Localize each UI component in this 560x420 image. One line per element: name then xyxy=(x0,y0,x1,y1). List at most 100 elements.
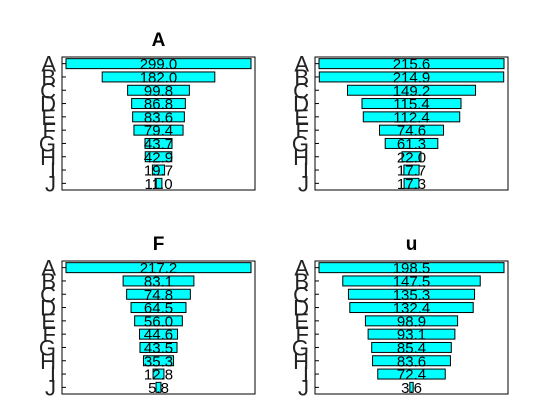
data-label: 149.2 xyxy=(393,83,431,100)
axes-frame xyxy=(61,56,256,191)
data-label: 86.8 xyxy=(144,96,173,113)
y-tick-label: F xyxy=(43,118,56,143)
data-label: 83.1 xyxy=(144,273,173,290)
data-label: 11.0 xyxy=(144,176,172,193)
data-label: 74.6 xyxy=(397,123,426,140)
y-tick-label: H xyxy=(293,145,309,170)
bar xyxy=(151,164,166,176)
data-label: 72.4 xyxy=(397,367,426,384)
y-tick-label: D xyxy=(40,92,56,117)
data-label: 22.0 xyxy=(397,149,426,166)
y-tick-label: F xyxy=(296,118,309,143)
y-tick-label: H xyxy=(40,145,56,170)
y-tick-label: D xyxy=(293,296,309,321)
y-tick-label: B xyxy=(41,65,56,90)
data-label: 12.8 xyxy=(144,367,173,384)
data-label: 3.6 xyxy=(401,380,422,397)
y-tick-label: I xyxy=(50,158,56,183)
data-label: 56.0 xyxy=(144,313,173,330)
data-label: 182.0 xyxy=(140,69,178,86)
bar xyxy=(367,328,456,340)
y-tick-label: I xyxy=(50,362,56,387)
bar xyxy=(318,71,505,83)
data-label: 61.3 xyxy=(397,136,426,153)
bar xyxy=(132,111,185,123)
bar xyxy=(131,98,186,110)
y-tick-label: C xyxy=(293,78,309,103)
bar xyxy=(144,137,173,149)
subplot-title: A xyxy=(152,30,166,51)
data-label: 93.1 xyxy=(397,327,426,344)
y-tick-label: G xyxy=(292,131,309,156)
data-label: 112.4 xyxy=(393,109,429,126)
subplot-4: u 198.5 A 147.5 B 135.3 C 132.4 D 98.9 E 93.1 F 85.4… xyxy=(292,234,509,400)
y-tick-label: A xyxy=(294,52,309,77)
data-label: 79.4 xyxy=(144,123,173,140)
data-label: 198.5 xyxy=(393,260,431,277)
axes-frame xyxy=(61,260,256,395)
bar xyxy=(133,124,184,136)
bar xyxy=(401,151,422,163)
data-label: 214.9 xyxy=(393,69,431,86)
bar xyxy=(372,355,451,367)
bar xyxy=(378,124,445,136)
bar xyxy=(130,302,187,314)
subplot-title: u xyxy=(406,234,418,255)
y-tick-label: J xyxy=(45,171,56,196)
y-tick-label: J xyxy=(298,171,309,196)
data-label: 217.2 xyxy=(140,260,178,277)
y-tick-label: H xyxy=(293,349,309,374)
y-tick-label: B xyxy=(41,269,56,294)
bar xyxy=(154,177,163,189)
data-label: 83.6 xyxy=(144,109,173,126)
bar xyxy=(362,111,461,123)
y-tick-label: F xyxy=(43,322,56,347)
bar xyxy=(346,84,477,96)
bar xyxy=(139,341,178,353)
bar xyxy=(139,328,178,340)
data-label: 98.9 xyxy=(397,313,426,330)
bar xyxy=(403,177,420,189)
data-label: 43.5 xyxy=(144,340,173,357)
bar xyxy=(155,381,162,393)
bar xyxy=(342,275,481,287)
data-label: 17.7 xyxy=(397,163,426,180)
axes-frame xyxy=(314,56,509,191)
bar xyxy=(347,288,476,300)
bar xyxy=(126,288,191,300)
y-tick-label: D xyxy=(40,296,56,321)
y-tick-label: A xyxy=(294,256,309,281)
subplot-3: F 217.2 A 83.1 B 74.8 C 64.5 D 56.0 E 44.6 F 43.5 G 35… xyxy=(39,234,256,400)
data-label: 115.4 xyxy=(393,96,429,113)
y-tick-label: H xyxy=(40,349,56,374)
bar xyxy=(371,341,452,353)
bar xyxy=(152,368,165,380)
y-tick-label: C xyxy=(40,78,56,103)
y-tick-label: E xyxy=(294,309,309,334)
y-tick-label: E xyxy=(294,105,309,130)
data-label: 35.3 xyxy=(144,353,173,370)
bar xyxy=(403,164,420,176)
y-tick-label: I xyxy=(303,362,309,387)
data-label: 132.4 xyxy=(393,300,431,317)
y-tick-label: F xyxy=(296,322,309,347)
y-tick-label: E xyxy=(41,309,56,334)
y-tick-label: A xyxy=(41,52,56,77)
bar xyxy=(122,275,195,287)
y-tick-label: E xyxy=(41,105,56,130)
y-tick-label: B xyxy=(294,269,309,294)
y-tick-label: A xyxy=(41,256,56,281)
y-tick-label: J xyxy=(298,375,309,400)
data-label: 44.6 xyxy=(144,327,173,344)
data-label: 19.7 xyxy=(144,163,173,180)
data-label: 74.8 xyxy=(144,287,173,304)
data-label: 85.4 xyxy=(397,340,426,357)
data-label: 17.3 xyxy=(397,176,426,193)
y-tick-label: D xyxy=(293,92,309,117)
bar xyxy=(127,84,190,96)
data-label: 135.3 xyxy=(393,287,431,304)
y-tick-label: G xyxy=(292,335,309,360)
bar xyxy=(361,98,462,110)
y-tick-label: C xyxy=(40,282,56,307)
